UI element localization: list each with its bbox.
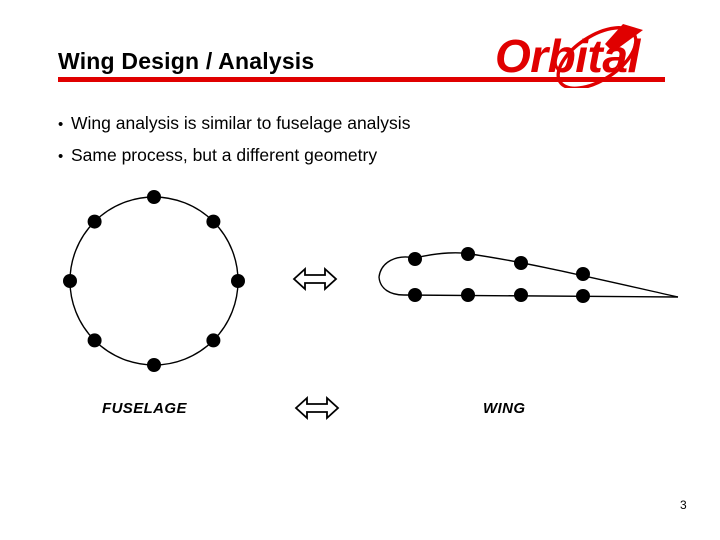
- left-right-double-arrow-icon: [294, 395, 340, 421]
- bullet-marker: •: [58, 116, 64, 133]
- bullet-marker: •: [58, 148, 64, 165]
- fuselage-node: [87, 333, 102, 348]
- list-item: • Same process, but a different geometry: [58, 140, 658, 172]
- list-item: • Wing analysis is similar to fuselage a…: [58, 108, 658, 140]
- wing-node-lower: [408, 288, 422, 302]
- bullet-list: • Wing analysis is similar to fuselage a…: [58, 108, 658, 172]
- fuselage-outline: [69, 196, 239, 366]
- bullet-text: Wing analysis is similar to fuselage ana…: [71, 113, 411, 133]
- wing-lower-surface: [378, 276, 679, 298]
- wing-node-upper: [408, 252, 422, 266]
- wing-node-upper: [514, 256, 528, 270]
- fuselage-node: [87, 214, 102, 229]
- orbit-swoosh-icon: [556, 24, 643, 88]
- wing-node-lower: [461, 288, 475, 302]
- fuselage-node: [63, 274, 77, 288]
- fuselage-node: [147, 190, 161, 204]
- logo-wordmark: Orbital: [495, 30, 641, 82]
- wing-node-lower: [514, 288, 528, 302]
- fuselage-diagram: [63, 190, 245, 372]
- fuselage-node: [147, 358, 161, 372]
- left-right-double-arrow-icon: [292, 266, 338, 292]
- orbital-logo: Orbital: [493, 22, 673, 88]
- wing-node-lower: [576, 289, 590, 303]
- page-number: 3: [680, 498, 687, 512]
- wing-diagram: [378, 247, 679, 303]
- fuselage-node: [206, 214, 221, 229]
- bullet-text: Same process, but a different geometry: [71, 145, 378, 165]
- wing-node-upper: [576, 267, 590, 281]
- title-underline-rule: [58, 77, 665, 82]
- fuselage-node: [206, 333, 221, 348]
- fuselage-label: FUSELAGE: [102, 400, 187, 417]
- page-title: Wing Design / Analysis: [58, 48, 315, 74]
- fuselage-node: [231, 274, 245, 288]
- wing-node-upper: [461, 247, 475, 261]
- wing-upper-surface: [378, 252, 679, 298]
- wing-label: WING: [483, 400, 526, 417]
